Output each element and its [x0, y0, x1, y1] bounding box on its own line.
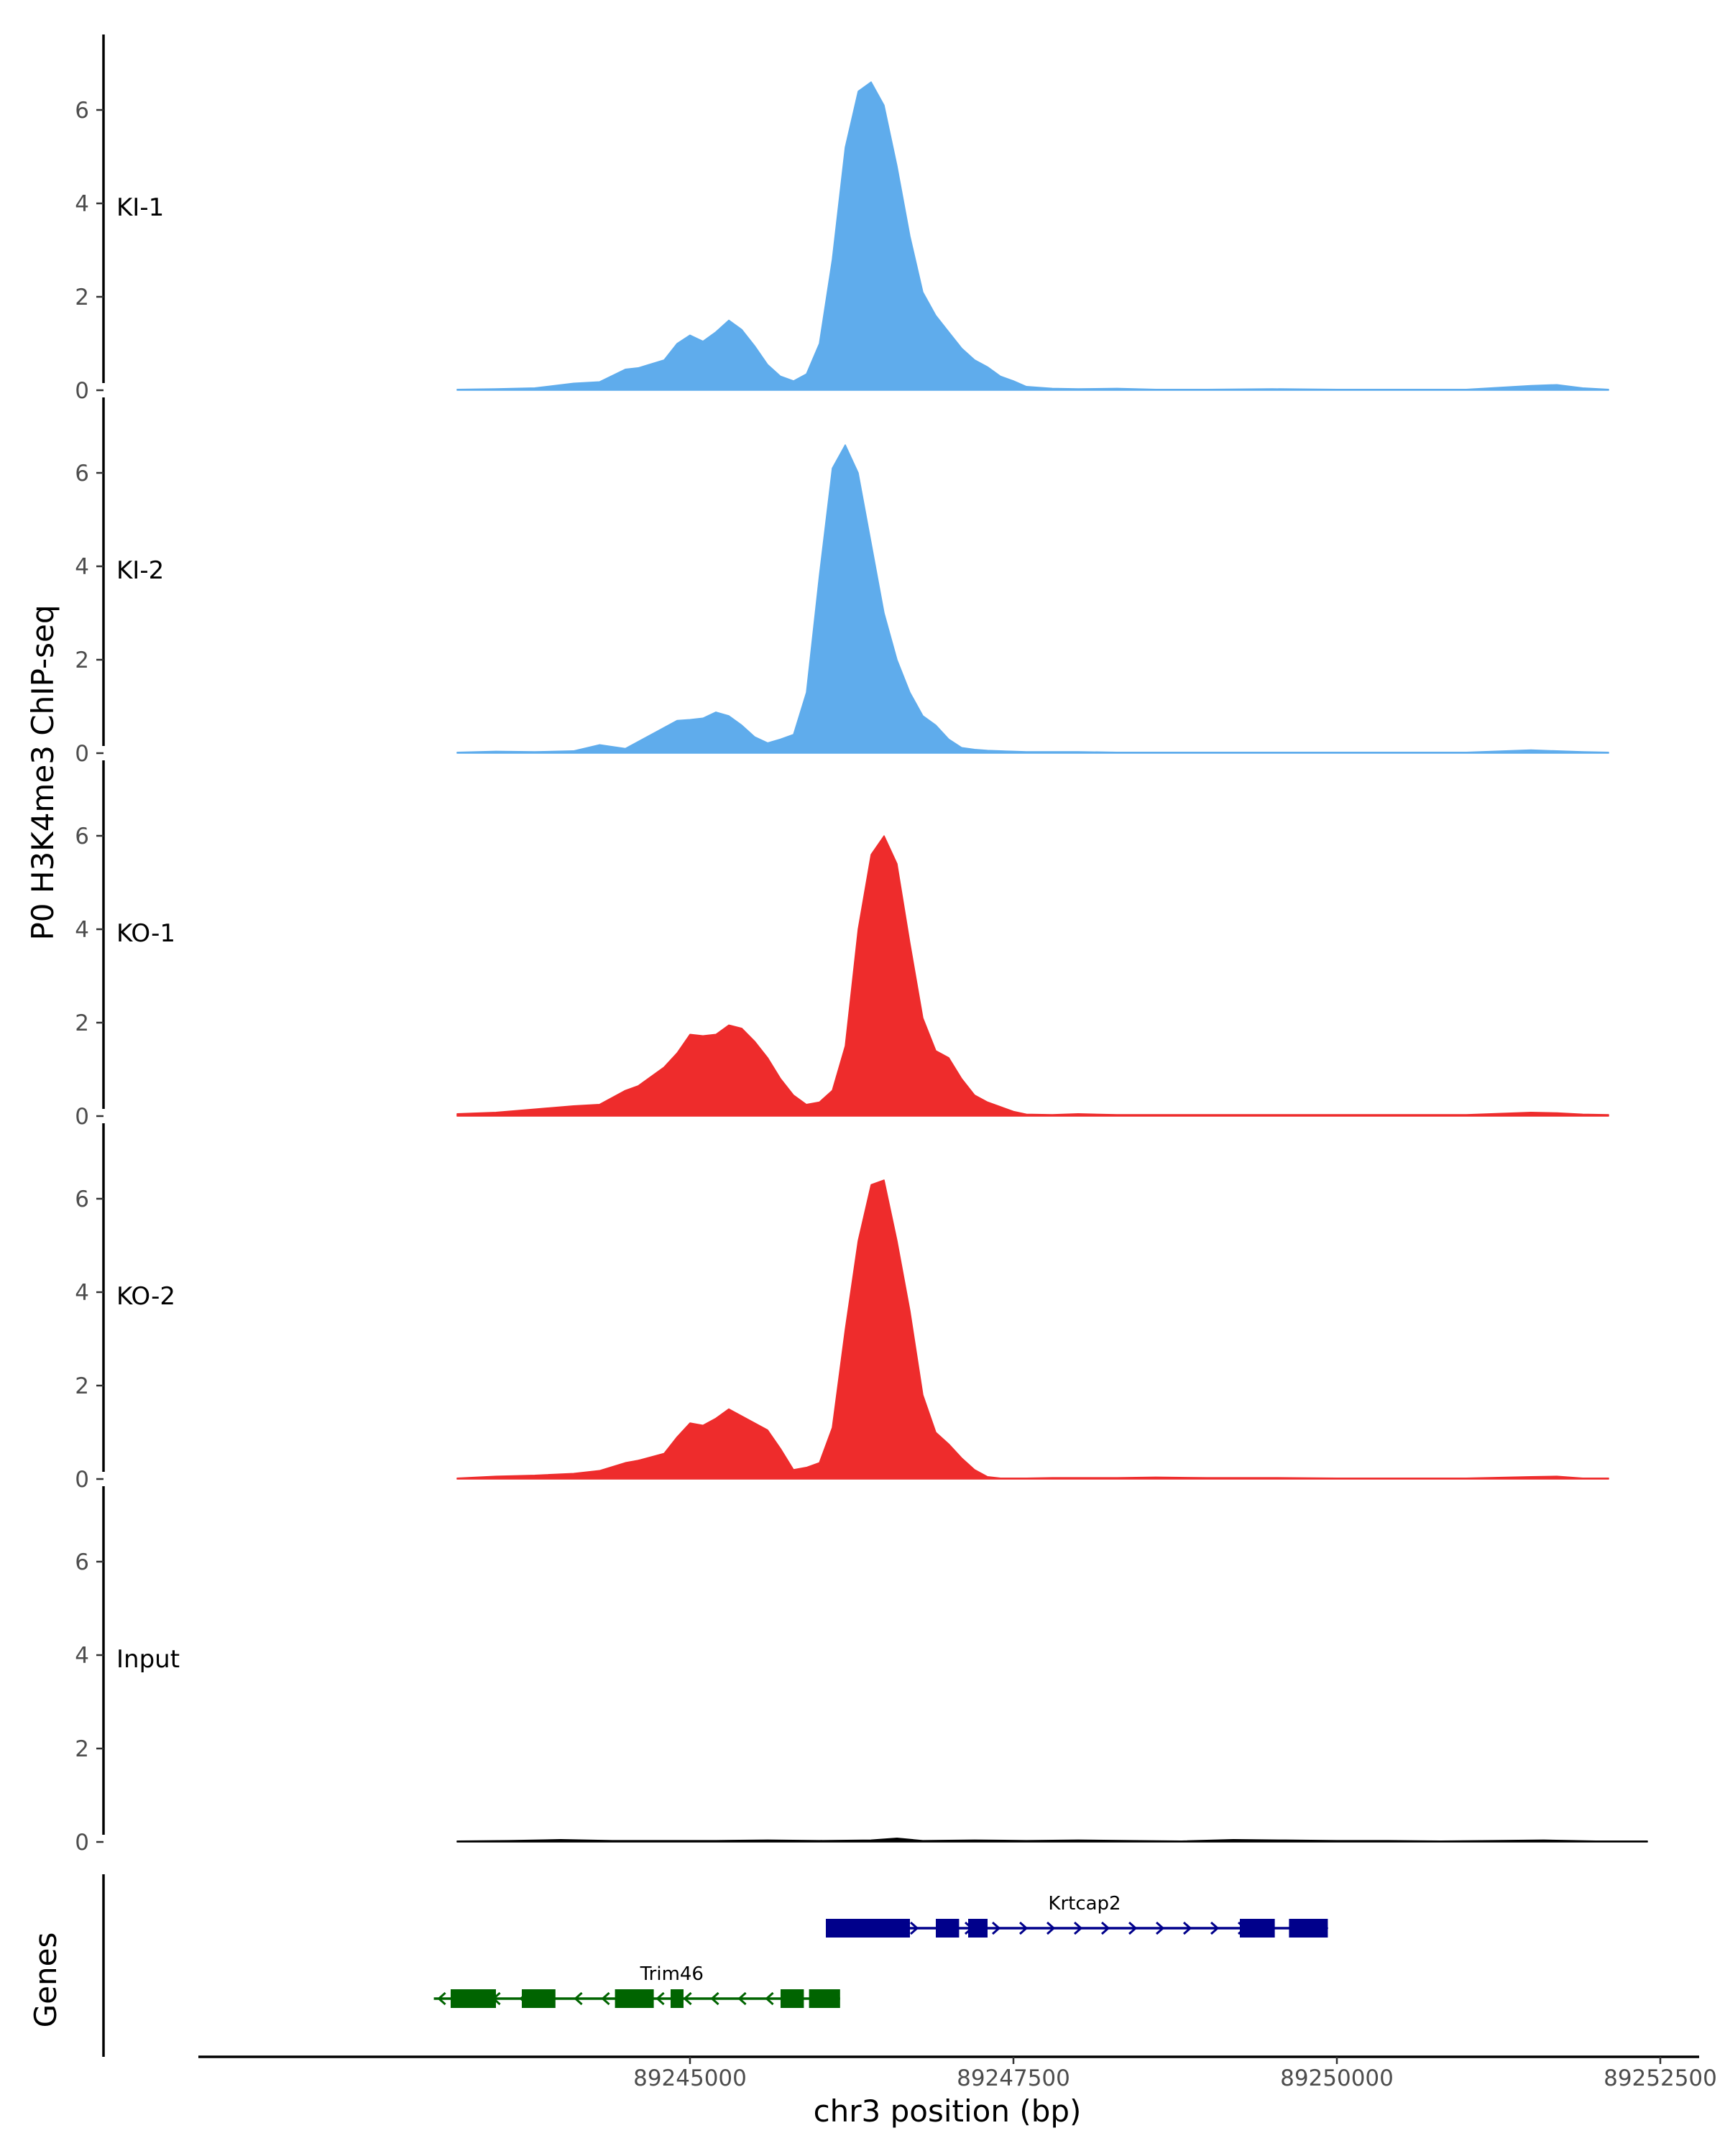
coverage-area-input — [456, 1838, 1648, 1843]
strand-arrow — [1210, 1921, 1220, 1935]
strand-arrow — [656, 1991, 665, 2006]
exon — [809, 1989, 840, 2008]
exon — [615, 1989, 654, 2008]
track-panel-ko-1: 0 2 4 6 KO-1 — [75, 760, 1609, 1130]
strand-arrow — [683, 1991, 692, 2006]
x-tick-label: 89245000 — [633, 2065, 747, 2091]
track-panel-input: 0 2 4 6 Input — [75, 1486, 1648, 1856]
y-tick-label: 6 — [75, 1187, 89, 1212]
exon — [936, 1919, 960, 1938]
y-tick-label: 0 — [75, 378, 89, 404]
track-label-ko-1: KO-1 — [116, 919, 175, 948]
track-panel-ko-2: 0 2 4 6 KO-2 — [75, 1123, 1609, 1493]
x-axis-title: chr3 position (bp) — [814, 2093, 1082, 2129]
exon — [1289, 1919, 1328, 1938]
x-tick-label: 89247500 — [957, 2065, 1070, 2091]
strand-arrow — [765, 1991, 774, 2006]
y-tick-label: 0 — [75, 1830, 89, 1856]
strand-arrow — [910, 1921, 919, 1935]
y-tick-label: 4 — [75, 1280, 89, 1306]
y-tick-label: 6 — [75, 98, 89, 124]
y-tick-label: 4 — [75, 554, 89, 580]
y-tick-label: 4 — [75, 1643, 89, 1669]
x-tick-label: 89252500 — [1604, 2065, 1717, 2091]
track-label-ko-2: KO-2 — [116, 1282, 175, 1311]
strand-arrow — [1183, 1921, 1192, 1935]
exon — [968, 1919, 988, 1938]
exon — [522, 1989, 556, 2008]
strand-arrow — [1074, 1921, 1083, 1935]
strand-arrow — [737, 1991, 747, 2006]
y-tick-label: 2 — [75, 1373, 89, 1399]
strand-arrow — [710, 1991, 719, 2006]
coverage-area-ko-1 — [456, 835, 1609, 1117]
y-tick-label: 2 — [75, 1010, 89, 1036]
coverage-tracks: 0 2 4 6 KI-1 0 2 4 6 KI-2 0 2 4 6 KO-1 0 2 4 6 KO-2 0 2 4 6 Inpu… — [75, 34, 1648, 1856]
strand-arrow — [1101, 1921, 1110, 1935]
y-tick-label: 2 — [75, 648, 89, 673]
coverage-area-ki-1 — [456, 81, 1609, 391]
track-label-ki-2: KI-2 — [116, 556, 164, 585]
coverage-area-ki-2 — [456, 444, 1609, 754]
gene-label-trim46: Trim46 — [640, 1963, 704, 1985]
strand-arrow — [1156, 1921, 1165, 1935]
y-tick-label: 6 — [75, 461, 89, 487]
gene-trim46: Trim46 — [433, 1963, 840, 2008]
y-tick-label: 2 — [75, 1736, 89, 1762]
gene-krtcap2: Krtcap2 — [826, 1893, 1329, 1938]
y-tick-label: 4 — [75, 917, 89, 943]
strand-arrow — [574, 1991, 583, 2006]
strand-arrow — [437, 1991, 446, 2006]
y-tick-label: 0 — [75, 741, 89, 767]
y-tick-label: 6 — [75, 1549, 89, 1575]
strand-arrow — [1128, 1921, 1138, 1935]
strand-arrow — [992, 1921, 1001, 1935]
y-tick-label: 0 — [75, 1104, 89, 1130]
track-panel-ki-2: 0 2 4 6 KI-2 — [75, 397, 1609, 767]
gene-annotation-track: Krtcap2 Trim46 — [102, 1874, 1329, 2057]
coverage-area-ko-2 — [456, 1179, 1609, 1480]
y-tick-label: 4 — [75, 191, 89, 217]
gene-label-krtcap2: Krtcap2 — [1048, 1893, 1121, 1915]
x-axis: 89245000 89247500 89250000 89252500 — [198, 2055, 1717, 2091]
track-label-ki-1: KI-1 — [116, 193, 164, 222]
exon — [671, 1989, 684, 2008]
strand-arrow — [1046, 1921, 1056, 1935]
exon — [781, 1989, 804, 2008]
track-label-input: Input — [116, 1645, 180, 1674]
exon — [451, 1989, 496, 2008]
track-panel-ki-1: 0 2 4 6 KI-1 — [75, 34, 1609, 404]
x-tick-label: 89250000 — [1280, 2065, 1394, 2091]
y-tick-label: 2 — [75, 285, 89, 310]
genes-axis-title: Genes — [28, 1932, 63, 2028]
exon — [826, 1919, 910, 1938]
exon — [1240, 1919, 1275, 1938]
y-tick-label: 6 — [75, 824, 89, 849]
strand-arrow — [1019, 1921, 1029, 1935]
y-tick-label: 0 — [75, 1467, 89, 1493]
strand-arrow — [601, 1991, 610, 2006]
y-axis-title: P0 H3K4me3 ChIP-seq — [25, 604, 60, 940]
